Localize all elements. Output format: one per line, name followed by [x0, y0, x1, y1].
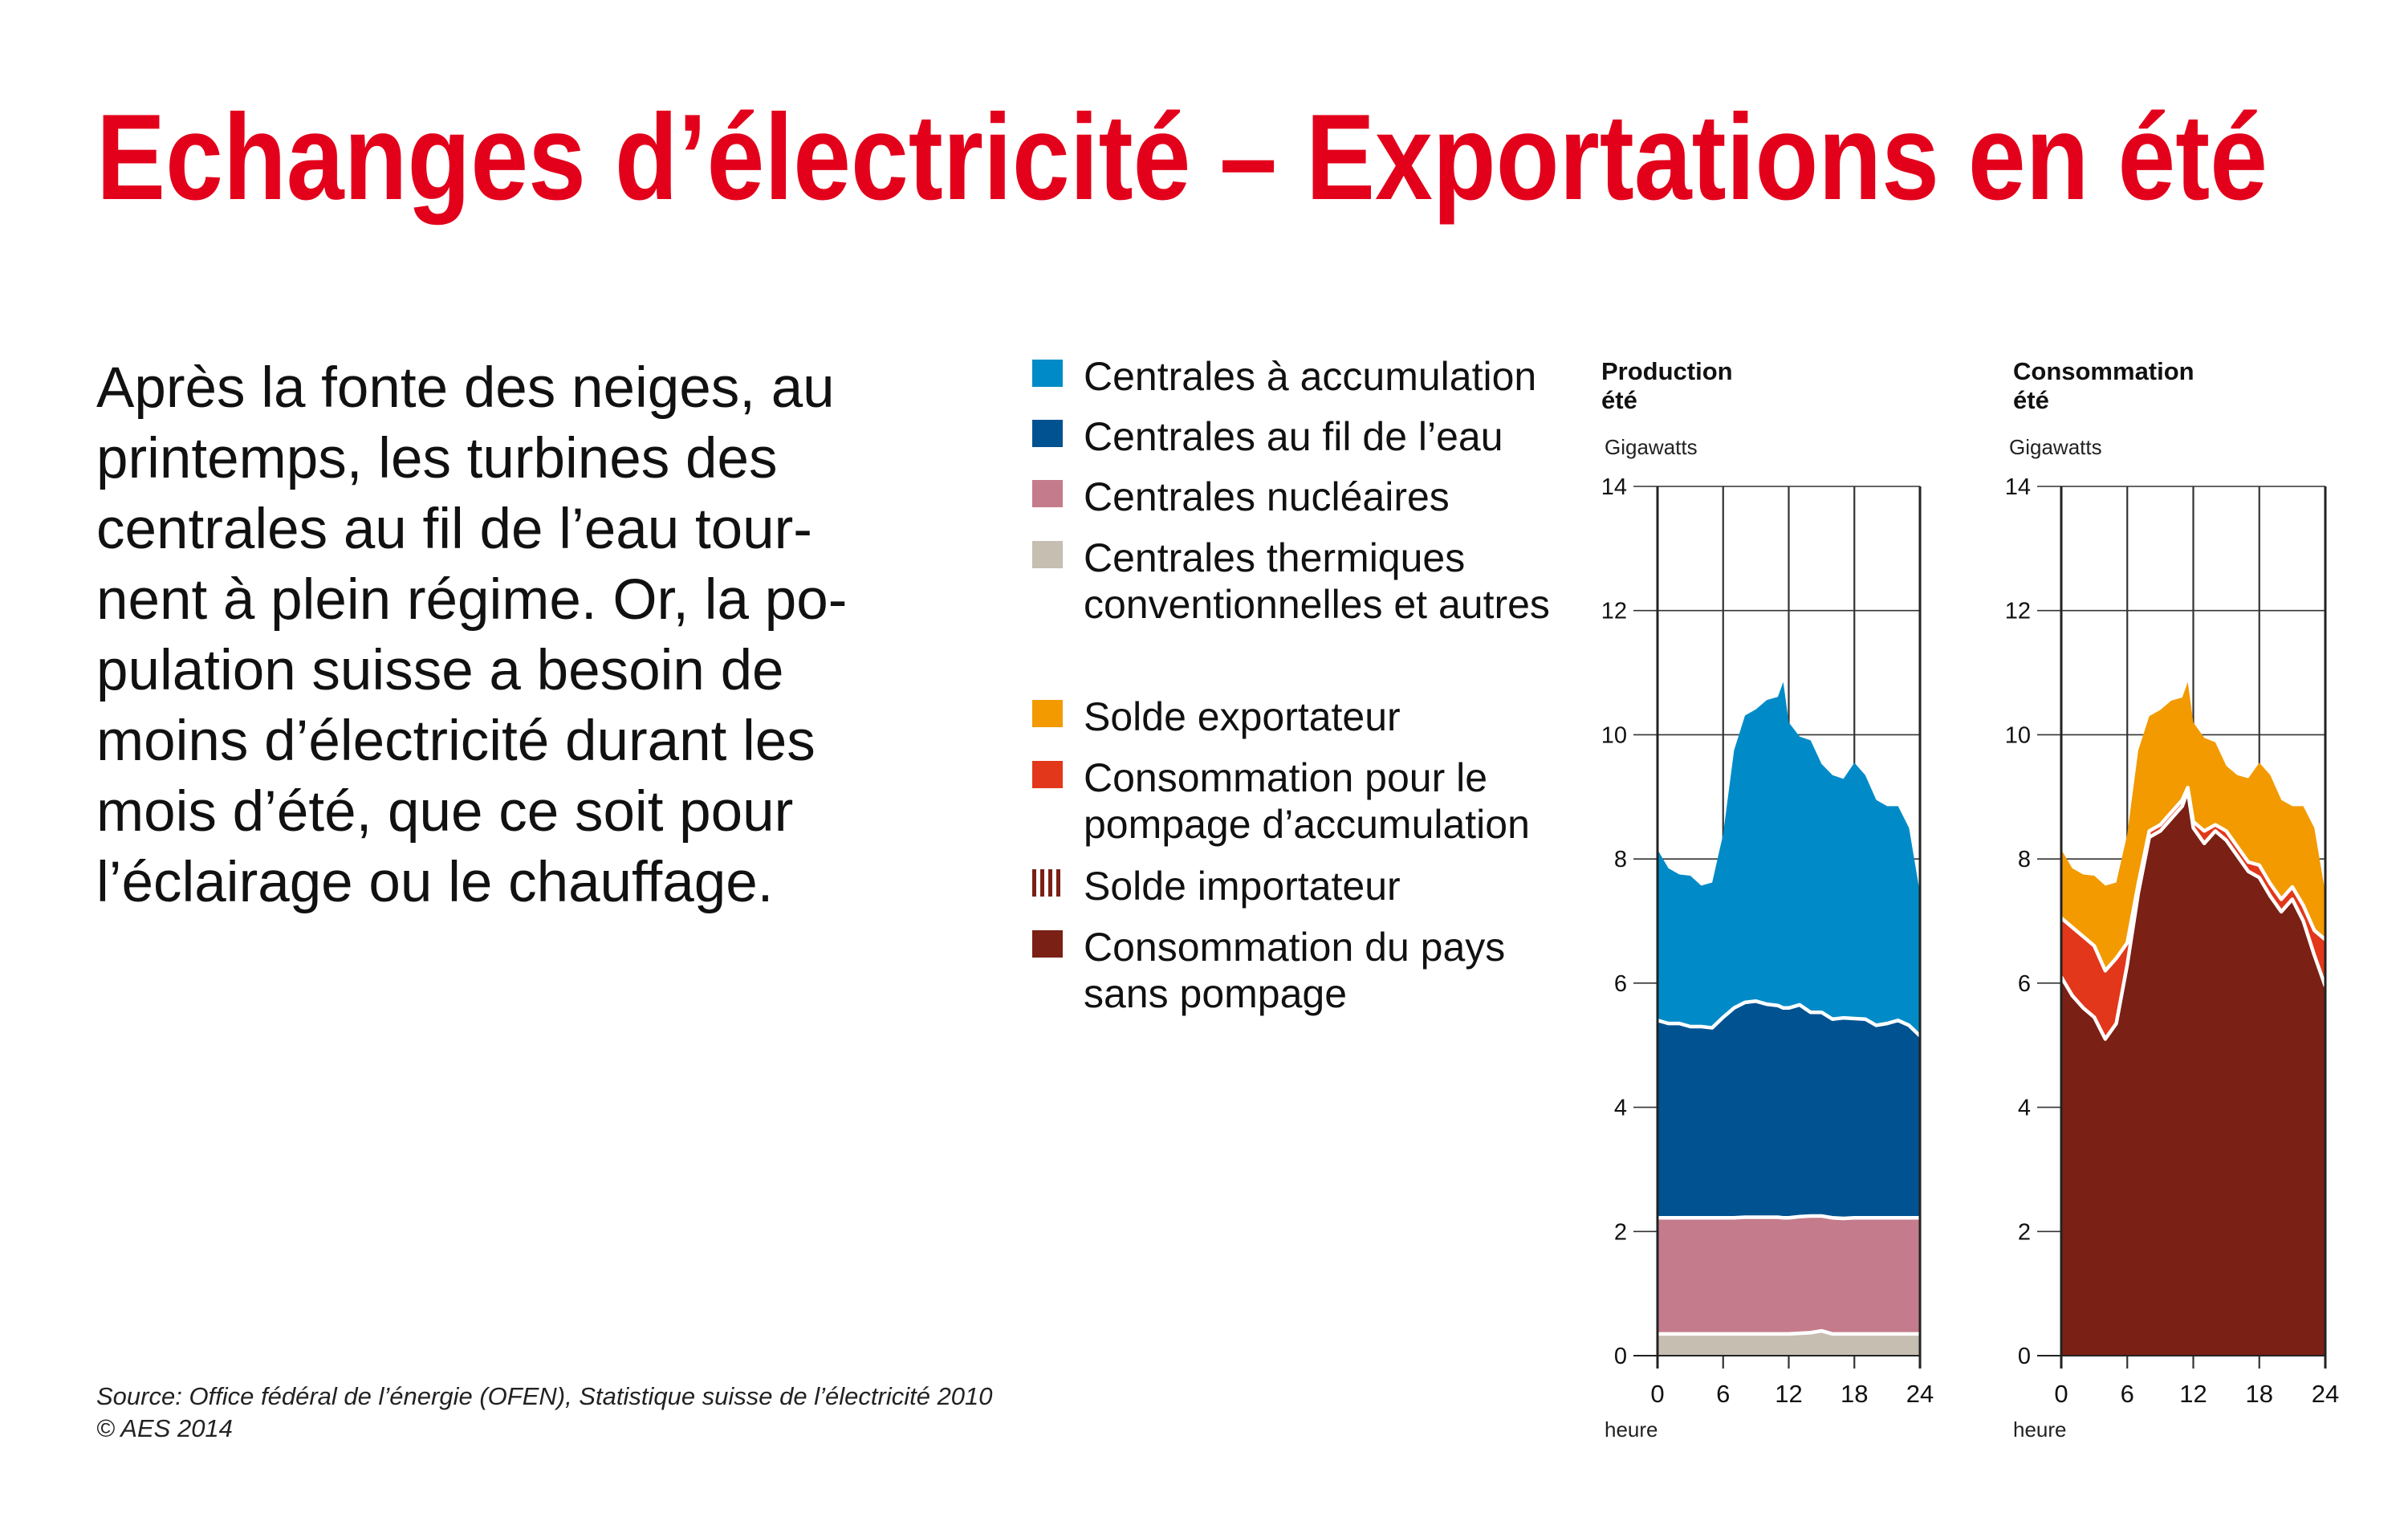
intro-line: nent à plein régime. Or, la po- [96, 568, 848, 632]
consumption-area-solde-exportateur [2061, 681, 2325, 971]
intro-line: moins d’électricité durant les [96, 710, 816, 773]
production-area-centrales-a-accumulation [1658, 681, 1920, 1036]
production-layer-separator [1658, 1214, 1920, 1221]
consumption-y-unit: Gigawatts [2009, 435, 2102, 459]
legend-label: Centrales à accumulation [1084, 354, 1537, 399]
legend-swatch [1032, 700, 1063, 727]
consumption-x-label: heure [2013, 1417, 2067, 1442]
consumption-x-tick-label: 12 [2179, 1380, 2207, 1408]
production-layer-separator [1658, 1328, 1920, 1336]
consumption-layer-separator [2060, 788, 2328, 1041]
intro-line: Après la fonte des neiges, au [96, 356, 835, 420]
production-chart-title: Production été [1601, 357, 1733, 415]
consumption-chart-title: Consommation été [2013, 357, 2194, 415]
legend-swatch [1032, 480, 1063, 507]
consumption-y-tick-label: 10 [2005, 722, 2031, 748]
consumption-area-consommation-du-pays-sans-pompage [2061, 791, 2325, 1356]
production-y-tick-label: 6 [1614, 971, 1627, 997]
chart-title-line: Consommation [2013, 357, 2194, 385]
production-y-tick-label: 4 [1614, 1096, 1627, 1121]
consumption-y-tick-label: 0 [2018, 1344, 2031, 1369]
production-y-tick-label: 10 [1601, 722, 1627, 748]
production-y-tick-label: 8 [1614, 847, 1627, 872]
production-area-centrales-thermiques-conventionnelles-et-autres [1658, 1331, 1920, 1356]
page-title: Echanges d’électricité – Exportations en… [96, 89, 2268, 226]
chart-title-line: Production [1601, 357, 1733, 385]
production-x-tick-label: 18 [1841, 1380, 1868, 1408]
production-area-centrales-nucleaires [1658, 1215, 1920, 1334]
legend-label: Solde importateur [1084, 864, 1401, 909]
consumption-y-tick-label: 14 [2005, 474, 2031, 500]
production-y-tick-label: 0 [1614, 1344, 1627, 1369]
consumption-y-tick-label: 2 [2018, 1219, 2031, 1245]
legend-label: conventionnelles et autres [1084, 582, 1550, 627]
intro-line: printemps, les turbines des [96, 427, 778, 490]
legend-label: sans pompage [1084, 971, 1348, 1016]
intro-line: l’éclairage ou le chauffage. [96, 851, 774, 914]
consumption-y-tick-label: 12 [2005, 599, 2031, 624]
production-x-tick-label: 0 [1650, 1380, 1664, 1408]
legend-swatch [1032, 869, 1063, 897]
chart-title-line: été [1601, 386, 1637, 414]
legend-swatch [1032, 360, 1063, 387]
consumption-x-tick-label: 18 [2246, 1380, 2273, 1408]
production-x-tick-label: 12 [1775, 1380, 1802, 1408]
legend-label: Centrales au fil de l’eau [1084, 414, 1503, 459]
consumption-layer-separator [2060, 785, 2327, 973]
production-layer-separator [1657, 999, 1922, 1038]
legend-label: Centrales thermiques [1084, 535, 1466, 580]
legend-label: Consommation du pays [1084, 925, 1506, 970]
consumption-x-tick-label: 24 [2312, 1380, 2339, 1408]
intro-line: pulation suisse a besoin de [96, 639, 784, 702]
legend-label: Solde exportateur [1084, 694, 1401, 739]
production-x-tick-label: 24 [1906, 1380, 1934, 1408]
legend-label: Centrales nucléaires [1084, 474, 1450, 519]
consumption-area-consommation-pour-le-pompage-d-accumulation [2061, 787, 2325, 1039]
consumption-x-tick-label: 0 [2054, 1380, 2068, 1408]
intro-line: mois d’été, que ce soit pour [96, 780, 794, 844]
legend-swatch [1032, 761, 1063, 788]
consumption-y-tick-label: 4 [2018, 1096, 2031, 1121]
legend-swatch [1032, 420, 1063, 447]
legend-swatch [1032, 541, 1063, 568]
copyright-note: © AES 2014 [96, 1414, 233, 1442]
production-x-label: heure [1605, 1417, 1658, 1442]
consumption-y-tick-label: 8 [2018, 847, 2031, 872]
intro-line: centrales au fil de l’eau tour- [96, 498, 812, 561]
consumption-area-solde-importateur [2061, 791, 2325, 1039]
consumption-y-tick-label: 6 [2018, 971, 2031, 997]
production-y-tick-label: 14 [1601, 474, 1627, 500]
chart-title-line: été [2013, 386, 2049, 414]
production-x-tick-label: 6 [1716, 1380, 1730, 1408]
production-area-centrales-au-fil-de-l-eau [1658, 1001, 1920, 1219]
production-y-unit: Gigawatts [1605, 435, 1698, 459]
production-y-tick-label: 12 [1601, 599, 1627, 624]
legend-label: Consommation pour le [1084, 755, 1488, 800]
page-title-text: Echanges d’électricité – Exportations en… [96, 89, 2268, 226]
legend-label: pompage d’accumulation [1084, 802, 1530, 847]
consumption-x-tick-label: 6 [2121, 1380, 2134, 1408]
legend-swatch [1032, 930, 1063, 958]
production-y-tick-label: 2 [1614, 1219, 1627, 1245]
source-note: Source: Office fédéral de l’énergie (OFE… [96, 1382, 993, 1410]
